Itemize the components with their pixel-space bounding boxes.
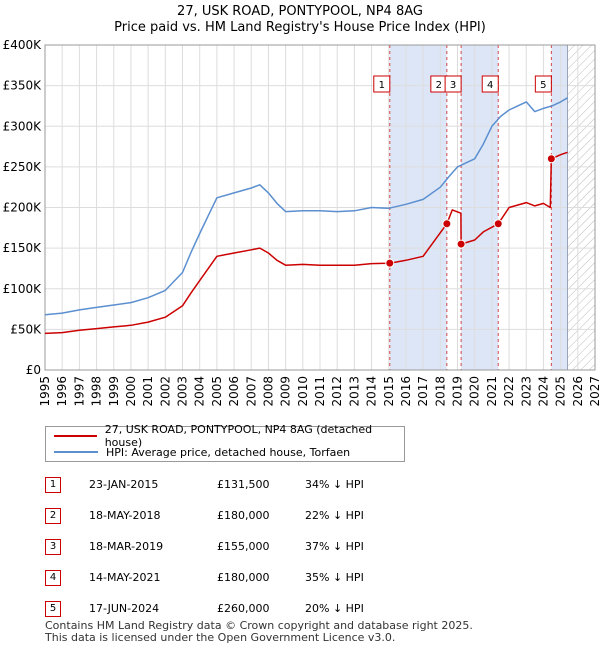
x-tick-label: 2023 bbox=[519, 376, 533, 407]
x-tick-label: 2016 bbox=[399, 376, 413, 407]
x-tick-label: 2019 bbox=[451, 376, 465, 407]
sale-hpi-diff: 22% ↓ HPI bbox=[305, 509, 364, 522]
x-tick-label: 2017 bbox=[416, 376, 430, 407]
x-tick-label: 2003 bbox=[176, 376, 190, 407]
x-tick-label: 2025 bbox=[554, 376, 568, 407]
x-tick-label: 2026 bbox=[571, 376, 585, 407]
legend-item-hpi: HPI: Average price, detached house, Torf… bbox=[54, 444, 350, 460]
sale-label-text-4: 4 bbox=[487, 80, 493, 91]
sale-label-box-1 bbox=[373, 75, 391, 93]
x-tick-label: 2011 bbox=[313, 376, 327, 407]
x-tick-label: 2002 bbox=[158, 376, 172, 407]
sale-price: £260,000 bbox=[217, 602, 270, 615]
sale-date: 18-MAR-2019 bbox=[89, 540, 164, 553]
x-tick-label: 2013 bbox=[347, 376, 361, 407]
hpi-series-line bbox=[44, 97, 568, 316]
legend-swatch-hpi bbox=[54, 451, 98, 453]
x-tick-label: 2014 bbox=[365, 376, 379, 407]
table-row: 5 17-JUN-2024 £260,000 20% ↓ HPI bbox=[45, 594, 465, 625]
sale-point-4 bbox=[493, 219, 503, 229]
sale-hpi-diff: 20% ↓ HPI bbox=[305, 602, 364, 615]
sale-label-text-2: 2 bbox=[436, 80, 442, 91]
table-row: 2 18-MAY-2018 £180,000 22% ↓ HPI bbox=[45, 501, 465, 532]
x-tick-label: 1999 bbox=[107, 376, 121, 407]
sale-date: 17-JUN-2024 bbox=[89, 602, 160, 615]
sales-table: 1 23-JAN-2015 £131,500 34% ↓ HPI 2 18-MA… bbox=[45, 470, 465, 625]
table-row: 4 14-MAY-2021 £180,000 35% ↓ HPI bbox=[45, 563, 465, 594]
sale-point-2 bbox=[442, 219, 452, 229]
y-tick-label: £0 bbox=[26, 363, 41, 377]
y-tick-label: £350K bbox=[3, 79, 43, 93]
legend-label-property: 27, USK ROAD, PONTYPOOL, NP4 8AG (detach… bbox=[104, 423, 373, 449]
sale-date: 18-MAY-2018 bbox=[89, 509, 161, 522]
y-tick-label: £400K bbox=[3, 38, 43, 52]
footer-license: This data is licensed under the Open Gov… bbox=[45, 631, 396, 644]
sale-hpi-diff: 35% ↓ HPI bbox=[305, 571, 364, 584]
x-tick-label: 2007 bbox=[244, 376, 258, 407]
plot-border bbox=[44, 44, 596, 371]
sale-price: £180,000 bbox=[217, 509, 270, 522]
sale-label-text-5: 5 bbox=[540, 80, 546, 91]
sale-hpi-diff: 34% ↓ HPI bbox=[305, 478, 364, 491]
table-row: 1 23-JAN-2015 £131,500 34% ↓ HPI bbox=[45, 470, 465, 501]
x-tick-label: 1995 bbox=[38, 376, 52, 407]
chart-title: 27, USK ROAD, PONTYPOOL, NP4 8AG bbox=[177, 4, 423, 19]
x-tick-label: 2015 bbox=[382, 376, 396, 407]
footer-copyright: Contains HM Land Registry data © Crown c… bbox=[45, 619, 473, 632]
x-tick-label: 2010 bbox=[296, 376, 310, 407]
legend-swatch-property bbox=[54, 435, 97, 437]
sale-hpi-diff: 37% ↓ HPI bbox=[305, 540, 364, 553]
x-tick-label: 2001 bbox=[141, 376, 155, 407]
property-series-line bbox=[44, 151, 568, 335]
chart-legend: 27, USK ROAD, PONTYPOOL, NP4 8AG (detach… bbox=[45, 423, 405, 462]
x-tick-label: 1997 bbox=[72, 376, 86, 407]
sale-point-1 bbox=[385, 258, 395, 268]
y-tick-label: £100K bbox=[3, 282, 43, 296]
x-tick-label: 2021 bbox=[485, 376, 499, 407]
y-tick-label: £200K bbox=[3, 201, 43, 215]
legend-item-property: 27, USK ROAD, PONTYPOOL, NP4 8AG (detach… bbox=[54, 423, 404, 449]
x-tick-label: 2009 bbox=[279, 376, 293, 407]
x-tick-label: 2005 bbox=[210, 376, 224, 407]
table-row: 3 18-MAR-2019 £155,000 37% ↓ HPI bbox=[45, 532, 465, 563]
sale-label-text-3: 3 bbox=[450, 80, 456, 91]
y-tick-label: £250K bbox=[3, 160, 43, 174]
sale-number-badge: 1 bbox=[45, 477, 61, 493]
x-tick-label: 2004 bbox=[193, 376, 207, 407]
sale-price: £180,000 bbox=[217, 571, 270, 584]
sale-point-5 bbox=[546, 154, 556, 164]
x-tick-label: 2018 bbox=[433, 376, 447, 407]
sale-label-box-3 bbox=[444, 75, 462, 93]
sale-point-3 bbox=[456, 239, 466, 249]
footer-notice: Contains HM Land Registry data © Crown c… bbox=[45, 620, 473, 644]
sale-date: 14-MAY-2021 bbox=[89, 571, 161, 584]
sale-number-badge: 5 bbox=[45, 601, 61, 617]
price-chart: 1 2 3 4 5£0£50K£100K£150K£200K£250K£300K£350… bbox=[3, 38, 600, 407]
y-tick-label: £50K bbox=[10, 322, 42, 336]
x-tick-label: 2020 bbox=[468, 376, 482, 407]
sale-price: £155,000 bbox=[217, 540, 270, 553]
sale-number-badge: 2 bbox=[45, 508, 61, 524]
sale-date: 23-JAN-2015 bbox=[89, 478, 159, 491]
y-tick-label: £150K bbox=[3, 241, 43, 255]
x-tick-label: 2008 bbox=[261, 376, 275, 407]
x-tick-label: 1998 bbox=[90, 376, 104, 407]
sale-label-box-5 bbox=[534, 75, 552, 93]
legend-label-hpi: HPI: Average price, detached house, Torf… bbox=[106, 445, 351, 459]
x-tick-label: 2027 bbox=[588, 376, 600, 407]
chart-subtitle: Price paid vs. HM Land Registry's House … bbox=[114, 20, 486, 35]
x-tick-label: 2006 bbox=[227, 376, 241, 407]
x-tick-label: 2024 bbox=[536, 376, 550, 407]
sale-number-badge: 4 bbox=[45, 570, 61, 586]
sale-label-text-1: 1 bbox=[379, 80, 385, 91]
x-tick-label: 2012 bbox=[330, 376, 344, 407]
sale-number-badge: 3 bbox=[45, 539, 61, 555]
sale-price: £131,500 bbox=[217, 478, 270, 491]
y-tick-label: £300K bbox=[3, 119, 43, 133]
x-tick-label: 1996 bbox=[55, 376, 69, 407]
x-tick-label: 2022 bbox=[502, 376, 516, 407]
sale-label-box-4 bbox=[481, 75, 499, 93]
x-tick-label: 2000 bbox=[124, 376, 138, 407]
